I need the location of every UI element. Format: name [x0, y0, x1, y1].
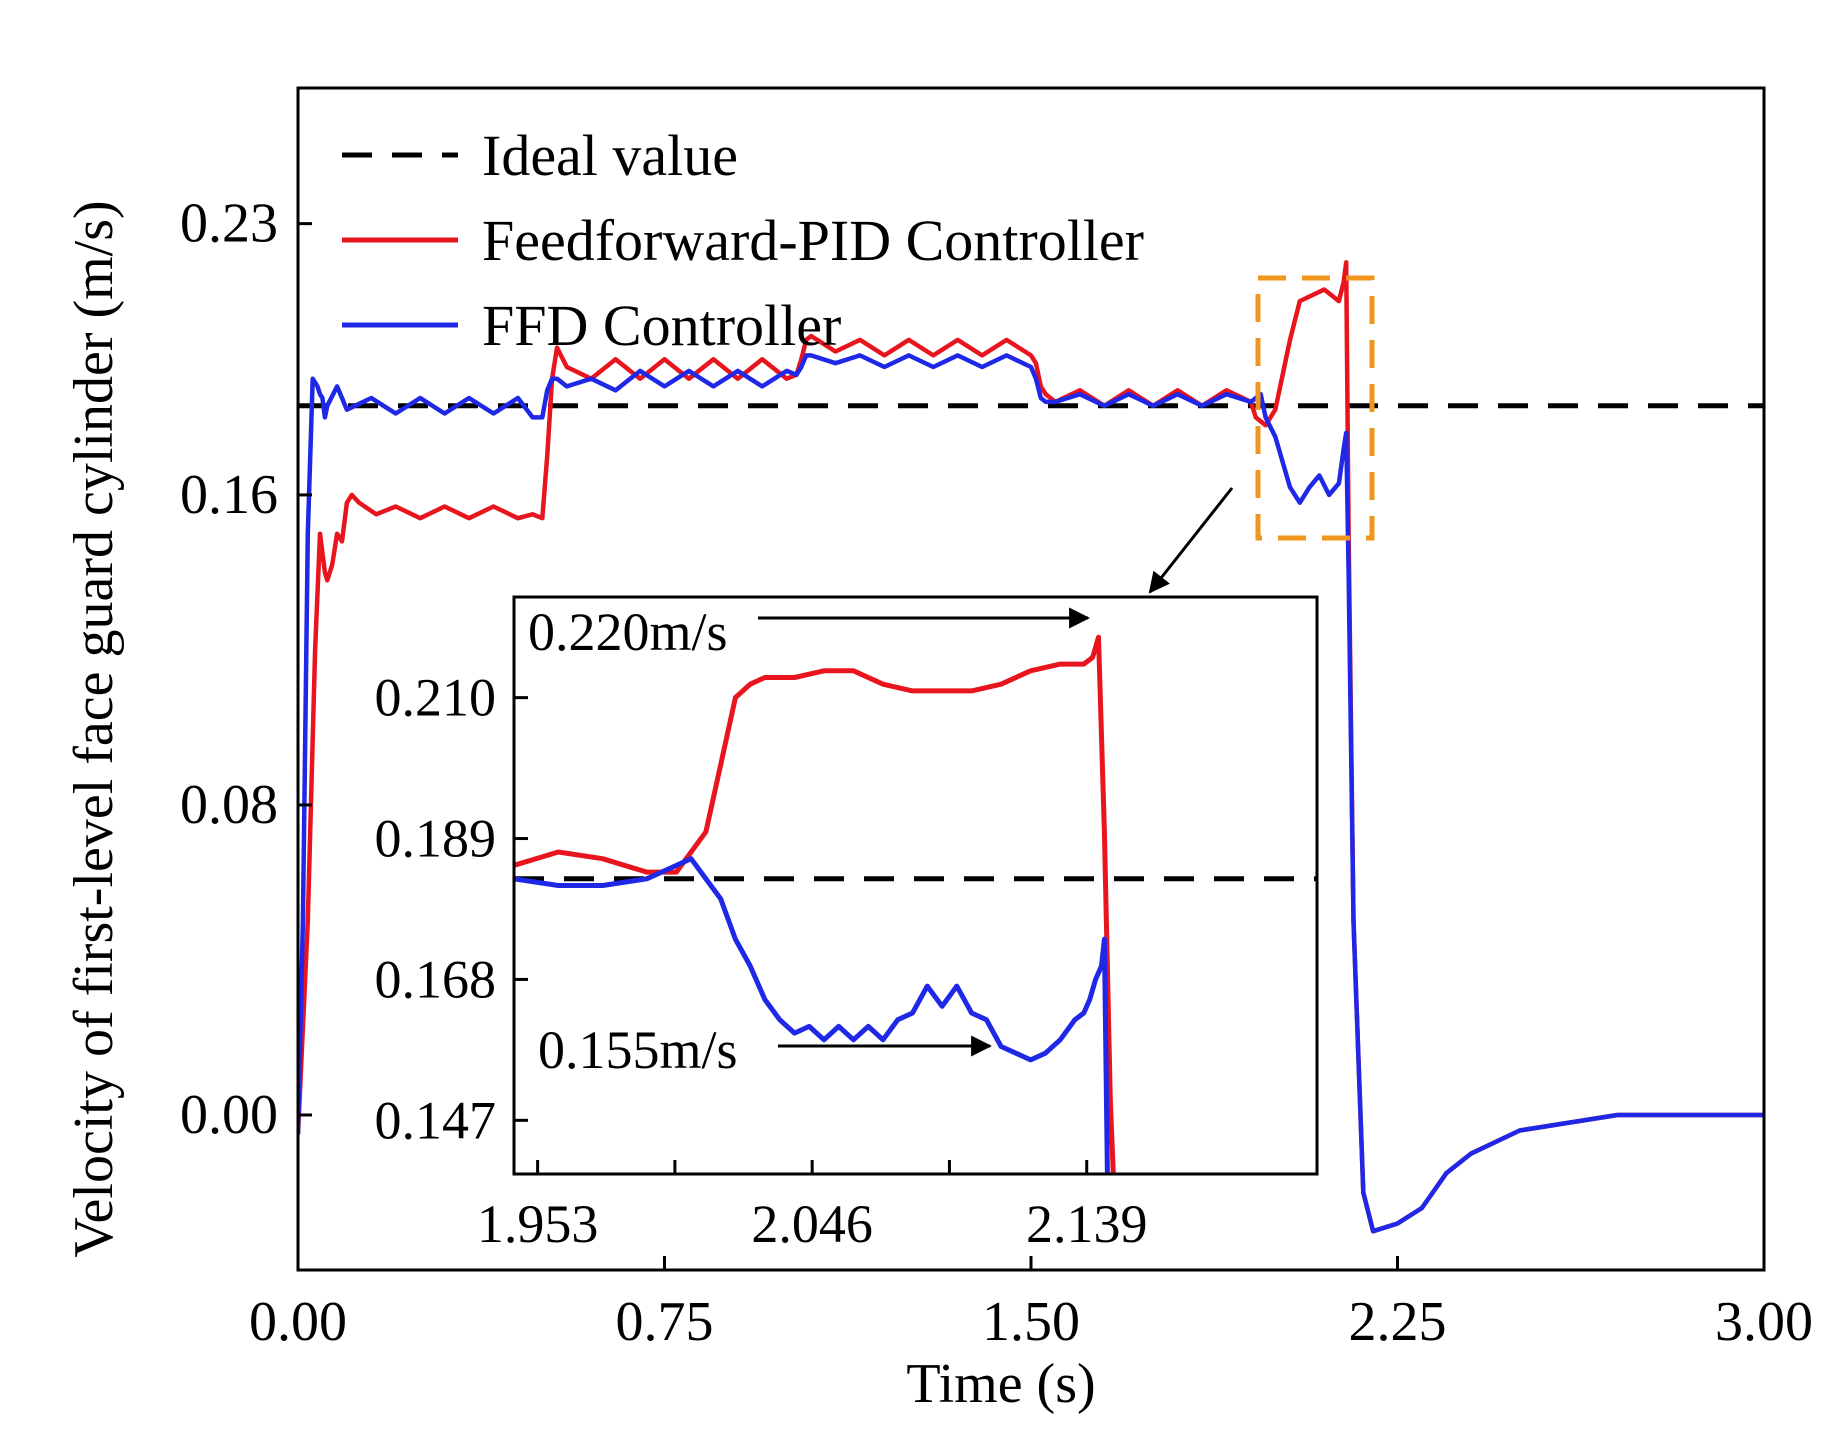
inset-plot: 1.953 2.046 2.139 0.210 0.189 0.168 0.147 0.220…: [375, 595, 1319, 1254]
series-line-1: [298, 260, 1764, 1234]
x-axis-title: Time (s): [906, 1353, 1095, 1415]
inset-background: [514, 597, 1317, 1174]
inset-y-tick-label: 0.168: [375, 949, 497, 1009]
annotation-peak-label: 0.220m/s: [528, 602, 728, 662]
inset-y-tick-label: 0.210: [375, 668, 497, 728]
legend-label-2: FFD Controller: [482, 293, 841, 358]
y-tick-label: 0.23: [180, 193, 278, 255]
inset-y-tick-label: 0.189: [375, 809, 497, 869]
legend-label-1: Feedforward-PID Controller: [482, 208, 1144, 273]
x-tick-label: 0.75: [616, 1291, 714, 1353]
annotation-min-label: 0.155m/s: [538, 1020, 738, 1080]
inset-frame: [512, 595, 1319, 1176]
inset-x-tick-label: 2.139: [1026, 1194, 1148, 1254]
x-tick-label: 3.00: [1715, 1291, 1813, 1353]
zoom-region-box: [1255, 275, 1375, 541]
main-plot: 0.00 0.75 1.50 2.25 3.00 0.00 0.08 0.16 0.23 Time…: [63, 86, 1813, 1415]
x-tick-label: 0.00: [249, 1291, 347, 1353]
legend: Ideal value Feedforward-PID Controller FFD…: [342, 123, 1144, 358]
series-line-2: [298, 353, 1764, 1234]
zoom-pointer-arrow: [1148, 487, 1234, 594]
x-tick-label: 2.25: [1349, 1291, 1447, 1353]
inset-x-tick-label: 1.953: [477, 1194, 599, 1254]
legend-label-0: Ideal value: [482, 123, 738, 188]
inset-x-tick-label: 2.046: [751, 1194, 873, 1254]
x-tick-label: 1.50: [982, 1291, 1080, 1353]
y-tick-label: 0.16: [180, 464, 278, 526]
inset-series-line-2: [514, 856, 1110, 1174]
y-tick-label: 0.00: [180, 1084, 278, 1146]
y-tick-label: 0.08: [180, 774, 278, 836]
y-axis-title: Velocity of first-level face guard cylin…: [63, 200, 125, 1257]
inset-y-tick-label: 0.147: [375, 1090, 497, 1150]
